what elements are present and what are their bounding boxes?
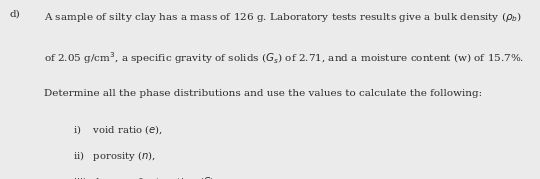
Text: of 2.05 g/cm$^3$, a specific gravity of solids ($G_s$) of 2.71, and a moisture c: of 2.05 g/cm$^3$, a specific gravity of … [44,50,524,66]
Text: d): d) [10,10,21,19]
Text: ii)   porosity ($n$),: ii) porosity ($n$), [73,149,156,163]
Text: i)    void ratio ($e$),: i) void ratio ($e$), [73,124,163,136]
Text: A sample of silty clay has a mass of 126 g. Laboratory tests results give a bulk: A sample of silty clay has a mass of 126… [44,10,522,24]
Text: Determine all the phase distributions and use the values to calculate the follow: Determine all the phase distributions an… [44,90,482,98]
Text: iii)  degree of saturation ($S$),: iii) degree of saturation ($S$), [73,175,218,179]
